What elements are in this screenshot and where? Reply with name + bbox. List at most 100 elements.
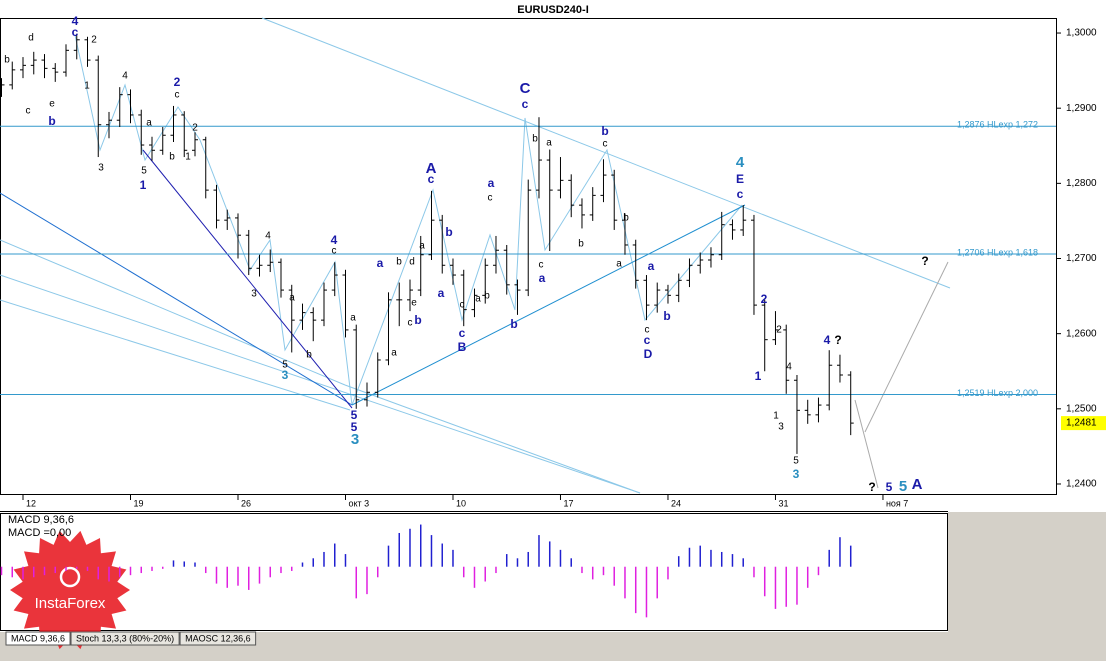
wave-label: 3 [282, 368, 289, 382]
wave-label: c [408, 318, 413, 329]
wave-label: c [539, 260, 544, 271]
wave-label: 4 [265, 231, 271, 242]
wave-label: 1 [773, 411, 779, 422]
tab-label[interactable]: Stoch 13,3,3 (80%-20%) [76, 633, 174, 643]
wave-label: 5 [351, 408, 358, 422]
current-price-label: 1,2481 [1066, 418, 1097, 429]
channel-line [344, 384, 641, 494]
wave-label: a [419, 241, 425, 252]
wave-label: b [306, 350, 312, 361]
wave-line [142, 149, 353, 409]
wave-label: 1 [140, 178, 147, 192]
wave-label: 3 [98, 163, 104, 174]
tab-label[interactable]: MACD 9,36,6 [11, 633, 65, 643]
x-tick-label: 26 [241, 498, 251, 508]
wave-label: b [578, 239, 584, 250]
tab[interactable] [179, 631, 257, 646]
y-tick-label: 1,2600 [1066, 328, 1097, 339]
wave-label: 5 [282, 360, 288, 371]
y-tick-label: 1,2400 [1066, 479, 1097, 490]
wave-label: c [459, 326, 466, 340]
wave-label: b [601, 124, 608, 138]
wave-label: c [645, 325, 650, 336]
wave-label: 4 [824, 333, 831, 347]
wave-label: D [644, 347, 653, 361]
channel-upper [261, 17, 951, 289]
wave-label: E [736, 172, 744, 186]
projection [854, 399, 879, 489]
wave-label: a [648, 259, 655, 273]
wave-label: c [603, 139, 608, 150]
wave-label: b [4, 55, 10, 66]
wave-label: 5 [899, 478, 907, 495]
wave-label: A [426, 160, 437, 177]
y-tick-label: 1,2700 [1066, 253, 1097, 264]
wave-label: a [391, 348, 397, 359]
wave-label: b [663, 309, 670, 323]
logo-icon [59, 566, 81, 588]
wave-label: ? [834, 333, 841, 347]
wave-label: c [428, 172, 435, 186]
wave-label: A [912, 476, 923, 493]
wave-label: a [546, 138, 552, 149]
x-tick-label: 24 [671, 498, 681, 508]
wave-label: ? [868, 480, 875, 494]
wave-label: ? [921, 254, 928, 268]
wave-label: c [644, 333, 651, 347]
wave-label: e [49, 99, 55, 110]
wave-label: 2 [174, 75, 181, 89]
tab[interactable] [70, 631, 180, 646]
x-tick-label: окт 3 [348, 498, 369, 508]
wave-label: b [484, 291, 490, 302]
level-label: 1,2876 HLexp 1,272 [957, 120, 1038, 130]
gray-filler [948, 512, 1106, 632]
projection [864, 261, 949, 433]
wave-label: 1 [185, 152, 191, 163]
wave-line [0, 192, 353, 406]
wave-label: c [737, 187, 744, 201]
wave-label: a [289, 293, 295, 304]
logo: InstaForex [10, 530, 130, 650]
logo-badge [10, 530, 130, 650]
wave-label: b [445, 225, 452, 239]
wave-label: a [350, 313, 356, 324]
wave-label: C [520, 80, 531, 97]
wave-label: 3 [251, 289, 257, 300]
level-label: 1,2519 HLexp 2,000 [957, 388, 1038, 398]
wave-label: d [409, 257, 415, 268]
wave-label: b [396, 257, 402, 268]
wave-label: c [332, 246, 337, 257]
channel-line [0, 239, 346, 386]
trend-lines [0, 17, 951, 494]
wave-label: B [458, 340, 467, 354]
wave-label: 2 [192, 123, 198, 134]
y-tick-label: 1,2800 [1066, 178, 1097, 189]
wave-label: d [28, 33, 34, 44]
wave-label: 4 [331, 233, 338, 247]
wave-label: 1 [755, 369, 762, 383]
wave-label: 4 [122, 71, 128, 82]
wave-label: 5 [351, 420, 358, 434]
wave-label: 2 [761, 292, 768, 306]
wave-label: 5 [141, 166, 147, 177]
wave-label: c [72, 25, 79, 39]
wave-label: 1 [84, 81, 90, 92]
y-tick-label: 1,2900 [1066, 103, 1097, 114]
x-tick-label: 12 [26, 498, 36, 508]
wave-label: b [169, 152, 175, 163]
x-tick-label: 19 [133, 498, 143, 508]
y-tick-label: 1,3000 [1066, 28, 1097, 39]
wave-label: b [532, 134, 538, 145]
wave-label: b [623, 213, 629, 224]
wave-label: a [146, 118, 152, 129]
wave-label: b [414, 313, 421, 327]
wave-label: 2 [91, 35, 97, 46]
tab-label[interactable]: MAOSC 12,36,6 [185, 633, 251, 643]
wave-label: 5 [886, 480, 893, 494]
tab[interactable] [5, 631, 71, 646]
wave-line [351, 204, 746, 406]
wave-label: 3 [778, 422, 784, 433]
wave-label: a [488, 176, 495, 190]
price-bars [0, 33, 854, 454]
